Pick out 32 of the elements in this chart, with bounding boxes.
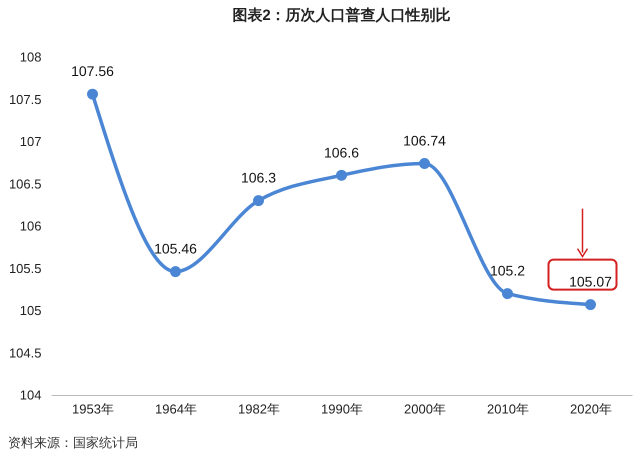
y-tick-label: 106: [20, 218, 42, 234]
y-tick-label: 105: [20, 303, 42, 318]
x-tick-label: 1990年: [321, 402, 363, 416]
point: [87, 88, 98, 100]
x-tick-label: 1982年: [238, 402, 280, 416]
x-tick-label: 2000年: [404, 402, 446, 416]
data-label: 106.3: [240, 170, 276, 186]
data-label: 105.07: [569, 274, 612, 290]
data-label: 107.56: [71, 63, 114, 80]
data-label: 105.46: [154, 240, 198, 257]
point: [585, 299, 596, 310]
point: [253, 195, 264, 206]
y-tick-label: 106.5: [8, 176, 42, 192]
y-tick-label: 104.5: [8, 345, 42, 360]
y-tick-label: 108: [20, 50, 42, 64]
data-label: 106.74: [403, 132, 446, 148]
point: [502, 288, 513, 300]
y-tick-label: 107: [20, 134, 42, 149]
x-tick-label: 2020年: [570, 402, 612, 416]
x-tick-label: 1953年: [72, 402, 114, 416]
chart-title: 图表2：历次人口普查人口性别比: [232, 6, 451, 24]
point: [336, 170, 347, 181]
data-label: 106.6: [324, 144, 360, 160]
text: 资料来源：国家统计局: [8, 434, 138, 452]
point: [419, 158, 430, 169]
point: [170, 266, 181, 278]
y-tick-label: 105.5: [8, 260, 42, 276]
x-tick-label: 1964年: [155, 402, 197, 416]
y-tick-label: 107.5: [8, 92, 42, 107]
x-tick-label: 2010年: [487, 402, 529, 416]
data-label: 105.2: [490, 262, 526, 279]
y-tick-label: 104: [20, 388, 42, 402]
